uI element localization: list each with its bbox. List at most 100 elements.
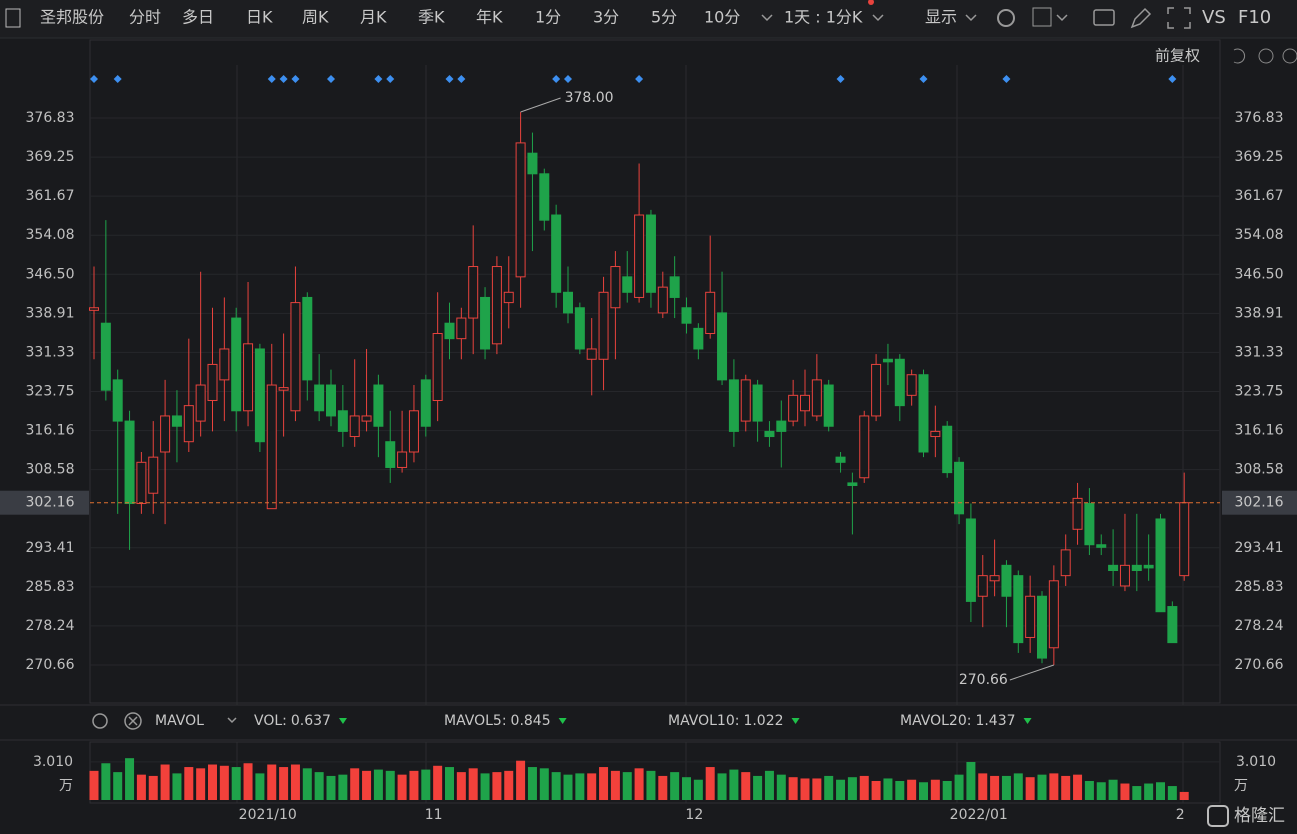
zoom-icon[interactable] <box>1258 48 1274 64</box>
candle-body <box>183 405 194 443</box>
f10-button[interactable]: F10 <box>1238 7 1271 28</box>
max-leader <box>520 97 561 113</box>
event-marker[interactable] <box>919 75 928 83</box>
y2-tick-label: 369.25 <box>1235 149 1284 165</box>
volume-bar <box>812 778 822 800</box>
indicator-value: 1.437 <box>975 713 1015 729</box>
period-select[interactable]: 1天 : 1分K <box>784 8 863 27</box>
candle-body <box>408 410 419 453</box>
vol-tick-label: 3.010 <box>1236 754 1276 770</box>
sidebar-icon[interactable] <box>5 8 21 28</box>
adjust-button[interactable]: 前复权 <box>1155 47 1200 65</box>
volume-bar <box>764 770 774 800</box>
event-marker[interactable] <box>113 75 122 83</box>
period-tab[interactable]: 周K <box>302 8 329 27</box>
period-tab[interactable]: 5分 <box>651 8 677 27</box>
candle-body <box>882 358 893 363</box>
stock-name[interactable]: 圣邦股份 <box>40 8 104 27</box>
volume-bar <box>433 765 443 800</box>
period-tab[interactable]: 3分 <box>593 8 619 27</box>
volume-bar <box>634 768 644 800</box>
period-tab[interactable]: 1分 <box>535 8 561 27</box>
volume-bar <box>599 767 609 800</box>
volume-bar <box>385 770 395 800</box>
candle-body <box>432 333 443 401</box>
settings-icon[interactable] <box>997 9 1015 27</box>
event-marker[interactable] <box>291 75 300 83</box>
volume-bar <box>350 768 360 800</box>
candle-body <box>456 317 467 340</box>
event-marker[interactable] <box>552 75 561 83</box>
zoom-icon[interactable] <box>1282 48 1297 64</box>
volume-bar <box>788 777 798 800</box>
period-tab[interactable]: 日K <box>246 8 273 27</box>
event-marker[interactable] <box>386 75 395 83</box>
y2-tick-label: 293.41 <box>1235 540 1284 556</box>
event-marker[interactable] <box>327 75 335 83</box>
volume-bar <box>622 772 632 800</box>
y2-tick-label: 331.33 <box>1235 344 1284 360</box>
candle-body <box>563 291 573 314</box>
candle-body <box>930 430 941 438</box>
candle-body <box>266 384 277 510</box>
volume-bar <box>693 779 703 800</box>
watermark-logo <box>1207 805 1229 827</box>
period-tab[interactable]: 10分 <box>704 8 740 27</box>
x-tick-label: 2021/10 <box>239 807 297 823</box>
last-price-label: 302.16 <box>26 495 75 511</box>
volume-bar <box>373 769 383 800</box>
volume-bar <box>409 770 419 800</box>
candle-body <box>894 358 905 407</box>
volume-bar <box>847 777 857 800</box>
candle-body <box>574 307 585 350</box>
event-marker[interactable] <box>836 75 845 83</box>
candle-body <box>551 214 562 293</box>
event-marker[interactable] <box>457 75 466 83</box>
event-marker[interactable] <box>279 75 288 83</box>
display-menu[interactable]: 显示 <box>925 8 957 27</box>
candle-body <box>1060 549 1071 577</box>
period-tab[interactable]: 年K <box>476 8 503 27</box>
volume-bar <box>919 782 928 800</box>
event-marker[interactable] <box>267 75 276 83</box>
undo-icon[interactable] <box>1233 48 1246 64</box>
pen-icon[interactable] <box>1130 7 1152 29</box>
period-tab[interactable]: 月K <box>360 8 387 27</box>
volume-bar <box>1144 783 1154 800</box>
candle-body <box>811 379 822 417</box>
fullscreen-icon[interactable] <box>1167 7 1191 29</box>
volume-bar <box>1120 783 1130 800</box>
event-marker[interactable] <box>90 75 98 83</box>
candle-body <box>444 322 455 340</box>
event-marker[interactable] <box>1168 75 1177 83</box>
y-tick-label: 338.91 <box>26 305 75 321</box>
period-tab[interactable]: 分时 <box>129 8 161 27</box>
vs-button[interactable]: VS <box>1202 7 1226 28</box>
checkbox[interactable] <box>1032 7 1052 27</box>
y-tick-label: 316.16 <box>26 423 75 439</box>
event-marker[interactable] <box>1002 75 1011 83</box>
y2-tick-label: 361.67 <box>1235 188 1284 204</box>
indicator-arrow <box>1023 718 1032 724</box>
period-tab[interactable]: 多日 <box>182 8 214 27</box>
indicator-icons[interactable] <box>92 712 237 730</box>
volume-bar <box>658 775 668 800</box>
y-tick-label: 346.50 <box>26 266 75 282</box>
volume-bar <box>302 768 312 800</box>
candle-body <box>100 322 111 391</box>
event-marker[interactable] <box>635 75 644 83</box>
candle-body <box>231 317 242 412</box>
volume-bar <box>314 772 324 800</box>
y-tick-label: 376.83 <box>26 110 75 126</box>
volume-bar <box>836 779 846 800</box>
event-marker[interactable] <box>445 75 454 83</box>
candle-body <box>800 394 810 412</box>
event-marker[interactable] <box>374 75 383 83</box>
y-tick-label: 323.75 <box>26 383 75 399</box>
event-marker[interactable] <box>564 75 572 83</box>
period-tab[interactable]: 季K <box>418 8 445 27</box>
indicator-value: 0.637 <box>291 713 331 729</box>
max-label: 378.00 <box>565 90 614 106</box>
camera-icon[interactable] <box>1093 9 1115 26</box>
volume-bar <box>1001 775 1011 800</box>
